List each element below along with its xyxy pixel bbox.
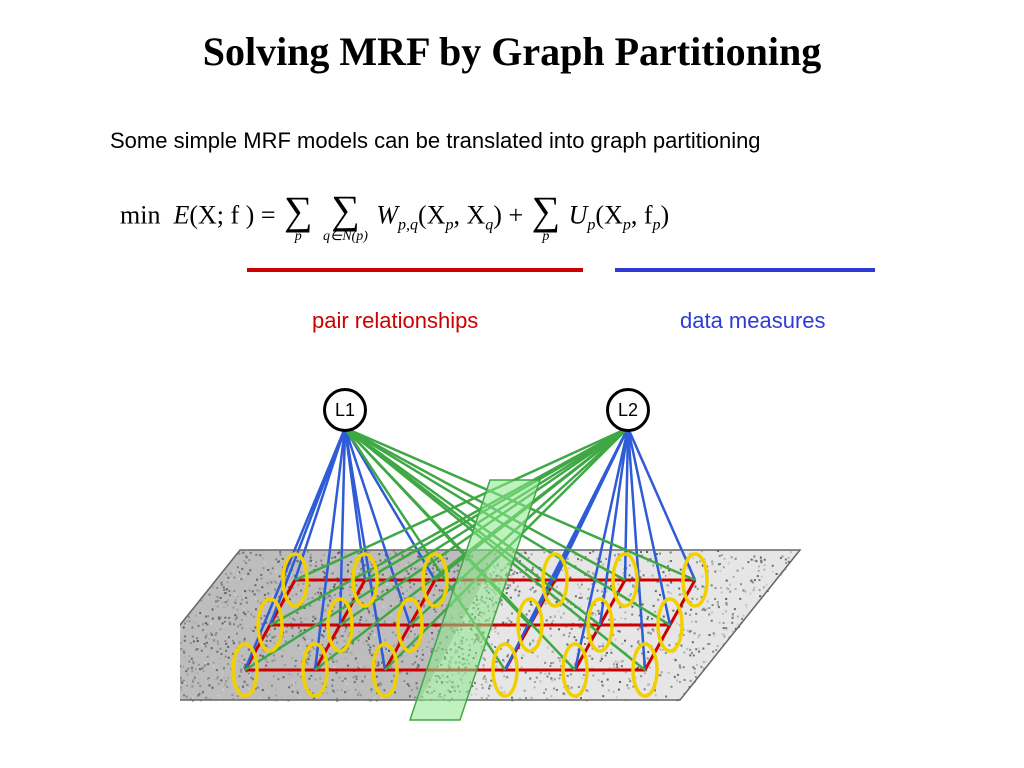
eq-U: U [569,200,588,229]
eq-sum-q: ∑ q∈N(p) [323,190,368,245]
graph-partition-diagram: L1 L2 [180,380,860,730]
eq-min: min [120,200,160,229]
eq-E: E [173,200,189,229]
node-l1: L1 [323,388,367,432]
eq-equals: = [261,200,282,229]
slide-title: Solving MRF by Graph Partitioning [0,28,1024,75]
energy-equation: min E(X; f ) = ∑ p ∑ q∈N(p) Wp,q(Xp, Xq)… [120,190,669,245]
eq-plus: + [508,200,529,229]
underline-data [615,268,875,272]
eq-W: W [376,200,398,229]
slide-subtitle: Some simple MRF models can be translated… [110,128,761,154]
eq-Xf: (X; f ) [189,200,254,229]
eq-sum-p2: ∑ p [532,191,561,245]
underline-pair [247,268,583,272]
label-data-measures: data measures [680,308,826,334]
eq-sum-p: ∑ p [284,191,313,245]
node-l2: L2 [606,388,650,432]
label-pair-relationships: pair relationships [312,308,478,334]
